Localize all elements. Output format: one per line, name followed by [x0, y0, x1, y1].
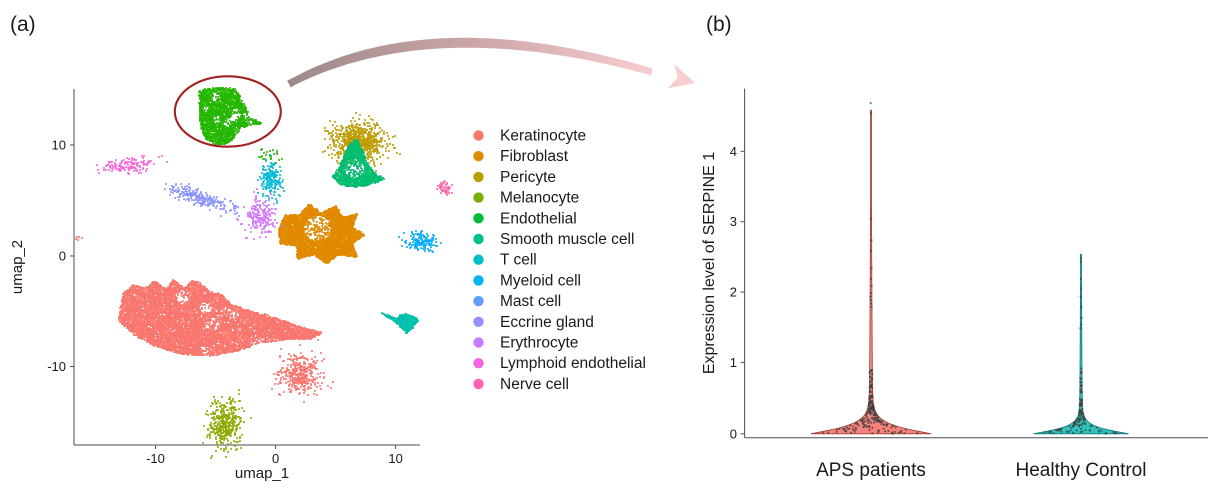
svg-text:Mast cell: Mast cell — [500, 293, 561, 310]
svg-text:0: 0 — [730, 426, 737, 441]
svg-text:2: 2 — [730, 285, 737, 300]
svg-text:Eccrine gland: Eccrine gland — [500, 314, 594, 331]
svg-text:Healthy Control: Healthy Control — [1016, 460, 1147, 481]
svg-text:0: 0 — [272, 451, 279, 466]
svg-text:10: 10 — [388, 451, 402, 466]
svg-text:3: 3 — [730, 214, 737, 229]
svg-text:4: 4 — [730, 144, 737, 159]
svg-text:T cell: T cell — [500, 252, 537, 269]
svg-text:Melanocyte: Melanocyte — [500, 190, 579, 207]
svg-text:umap_1: umap_1 — [235, 465, 289, 482]
svg-text:Expression level of SERPINE 1: Expression level of SERPINE 1 — [701, 152, 718, 374]
svg-text:Fibroblast: Fibroblast — [500, 148, 569, 165]
svg-text:Erythrocyte: Erythrocyte — [500, 335, 578, 352]
svg-text:1: 1 — [730, 355, 737, 370]
svg-text:Smooth muscle cell: Smooth muscle cell — [500, 231, 634, 248]
svg-text:APS patients: APS patients — [816, 460, 926, 481]
svg-text:Myeloid cell: Myeloid cell — [500, 272, 581, 289]
svg-text:Pericyte: Pericyte — [500, 169, 556, 186]
svg-text:Lymphoid endothelial: Lymphoid endothelial — [500, 355, 646, 372]
svg-text:Keratinocyte: Keratinocyte — [500, 128, 586, 145]
svg-text:Endothelial: Endothelial — [500, 210, 577, 227]
svg-text:Nerve cell: Nerve cell — [500, 376, 569, 393]
svg-text:-10: -10 — [146, 451, 165, 466]
